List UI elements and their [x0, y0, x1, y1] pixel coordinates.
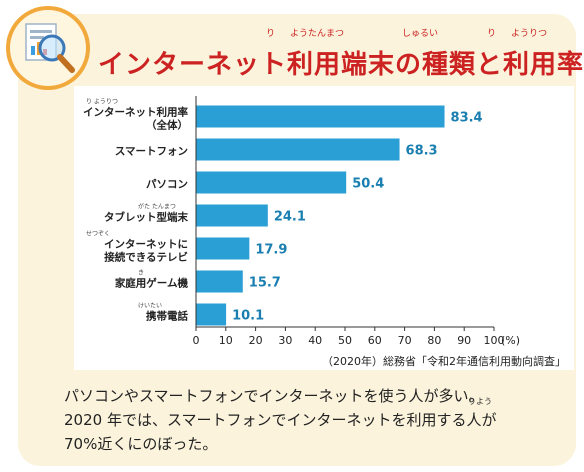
category-ruby-0: り ようりつ — [86, 99, 118, 106]
category-label-1: スマートフォン — [115, 146, 188, 158]
category-ruby-6: けいたい — [138, 303, 162, 310]
value-label-0: 83.4 — [451, 111, 483, 126]
x-tick-label-6: 60 — [368, 334, 382, 347]
caption: パソコンやスマートフォンでインターネットを使う人が多い。 2020 年では、スマ… — [64, 384, 544, 456]
bar-3 — [196, 204, 268, 227]
x-tick-label-2: 20 — [249, 334, 263, 347]
source-note: （2020年）総務省「令和2年通信利用動向調査」 — [322, 354, 566, 368]
caption-line-2: 2020 年では、スマートフォンでインターネットを利用する人が — [64, 411, 497, 429]
caption-line-1: パソコンやスマートフォンでインターネットを使う人が多い。 — [64, 387, 484, 405]
x-tick-label-9: 90 — [457, 334, 471, 347]
category-label-6: 携帯電話 — [146, 310, 188, 323]
x-tick-label-8: 80 — [427, 334, 441, 347]
x-tick-label-7: 70 — [398, 334, 412, 347]
title-ruby-1: り — [266, 29, 276, 39]
category-label-5: 家庭用ゲーム機 — [115, 277, 189, 290]
category-sublabel-4: 接続できるテレビ — [104, 251, 188, 264]
bar-5 — [196, 270, 243, 293]
category-label-4: インターネットに — [104, 239, 188, 251]
x-tick-label-4: 40 — [308, 334, 322, 347]
category-ruby-3: がた たんまつ — [138, 203, 176, 211]
magnifier-chart-icon — [0, 0, 90, 90]
x-tick-label-0: 0 — [193, 334, 200, 347]
title-ruby-4: り — [487, 29, 497, 39]
x-tick-label-10: 100 — [484, 334, 505, 347]
x-axis-unit: (%) — [501, 334, 520, 347]
title-ruby-3: しゅるい — [402, 29, 439, 39]
value-label-3: 24.1 — [274, 210, 306, 225]
caption-line-3: 70%近くにのぼった。 — [64, 435, 218, 453]
page-title: インターネット利用端末の種類と利用率 — [98, 50, 584, 80]
bar-chart: 83.4 インターネット利用率（全体） り ようりつ 68.3 スマートフォン 50.4 パ… — [83, 96, 566, 368]
value-label-5: 15.7 — [249, 276, 281, 291]
title-ruby: り ようたんまつ しゅるい り ようりつ — [0, 26, 584, 40]
title-ruby-2: ようたんまつ — [290, 29, 345, 39]
category-sublabel-0: （全体） — [146, 119, 188, 132]
value-label-4: 17.9 — [255, 243, 287, 258]
category-ruby-5: き — [138, 270, 144, 277]
category-label-3: タブレット型端末 — [104, 211, 188, 224]
bar-1 — [196, 138, 400, 161]
category-ruby-4: せつぞく — [86, 231, 110, 238]
x-tick-label-1: 10 — [219, 334, 233, 347]
bar-4 — [196, 237, 250, 260]
value-label-6: 10.1 — [232, 309, 264, 324]
title-ruby-5: ようりつ — [511, 29, 548, 39]
value-label-1: 68.3 — [406, 144, 438, 159]
caption-ruby: りよう — [468, 397, 492, 406]
bar-6 — [196, 303, 227, 326]
value-label-2: 50.4 — [352, 177, 384, 192]
x-tick-label-5: 50 — [338, 334, 352, 347]
category-label-2: パソコン — [146, 179, 188, 191]
x-tick-label-3: 30 — [278, 334, 292, 347]
chart-panel: 83.4 インターネット利用率 （全体） り ようりつ 68.3 スマートフォン 50.4 パ… — [74, 86, 574, 370]
bar-0 — [196, 105, 445, 128]
bar-2 — [196, 171, 347, 194]
category-label-0: インターネット利用率 — [83, 106, 188, 119]
